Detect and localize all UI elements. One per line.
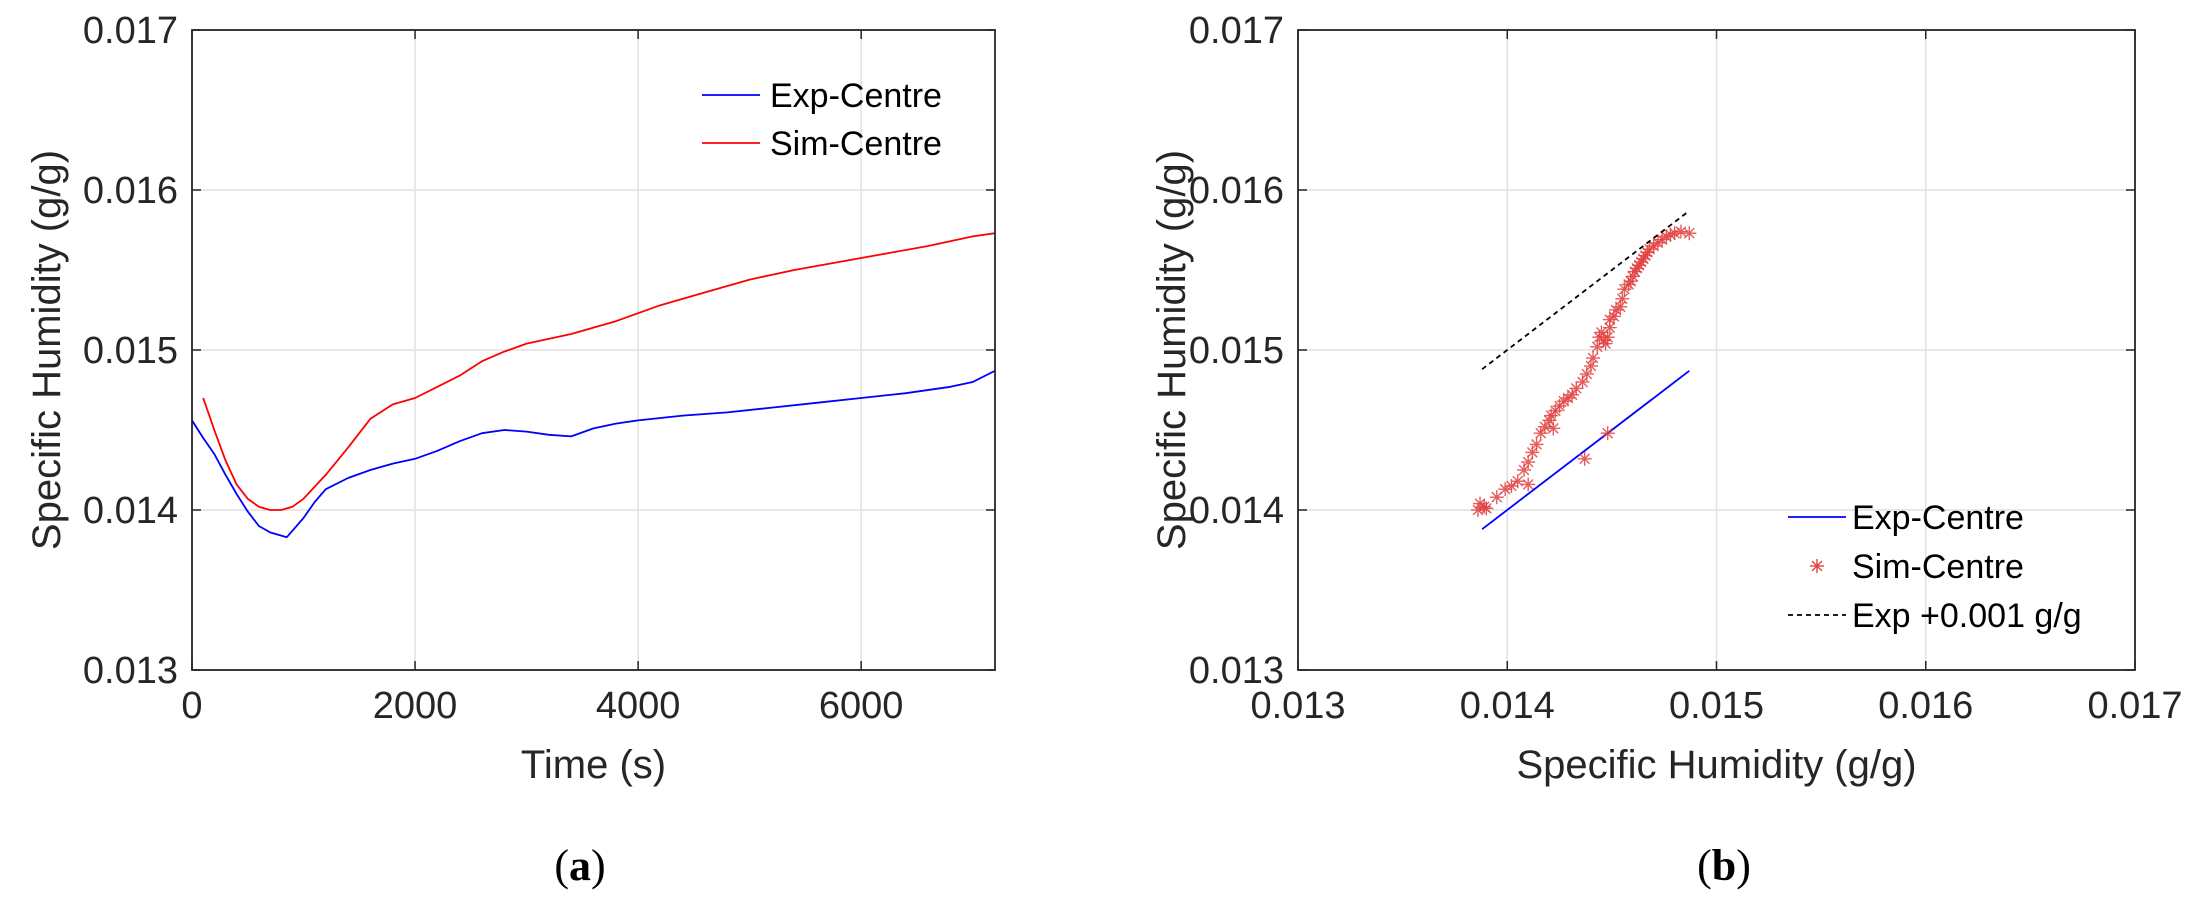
y-tick-label: 0.016	[83, 170, 178, 212]
x-tick-label: 2000	[373, 685, 458, 727]
panel-label-letter: a	[569, 841, 591, 890]
legend: Exp-Centre Sim-Centre Exp +0.001 g/g	[1788, 499, 2082, 635]
chart-a-time-series: 0 2000 4000 6000 0.013 0.014 0.015 0.016 0.017 Ti…	[25, 10, 996, 890]
legend-label: Exp +0.001 g/g	[1852, 597, 2082, 635]
data-point-d2	[1506, 480, 1517, 492]
chart-b-parity-plot: 0.013 0.014 0.015 0.016 0.017 0.013 0.014 0.015…	[1150, 10, 2183, 890]
panel-label: (b)	[1697, 841, 1751, 890]
data-point-d2	[1608, 311, 1620, 322]
data-point	[1682, 226, 1697, 241]
data-point	[1529, 437, 1544, 452]
data-point	[1521, 477, 1536, 492]
panel-label-open-paren: (	[554, 841, 569, 890]
data-point-d2	[1581, 368, 1593, 380]
legend-marker	[1810, 559, 1824, 573]
x-tick-label: 0.015	[1669, 685, 1764, 727]
y-tick-label: 0.017	[83, 10, 178, 52]
data-point	[1615, 291, 1630, 306]
data-point	[1479, 501, 1494, 516]
y-tick-label: 0.016	[1189, 170, 1284, 212]
x-tick-label: 0	[181, 685, 202, 727]
panel-label-open-paren: (	[1697, 841, 1712, 890]
y-axis-label: Specific Humidity (g/g)	[25, 150, 69, 550]
data-point-d2	[1579, 453, 1591, 465]
data-point-d2	[1683, 227, 1695, 239]
x-tick-label: 0.014	[1460, 685, 1555, 727]
data-point-d2	[1614, 301, 1626, 313]
y-tick-label: 0.017	[1189, 10, 1284, 52]
y-tick-label: 0.014	[1189, 490, 1284, 532]
y-tick-label: 0.015	[1189, 330, 1284, 372]
panel-label-letter: b	[1712, 841, 1736, 890]
data-point-d2	[1526, 447, 1538, 458]
data-point-d2	[1602, 331, 1614, 343]
data-point-d2	[1585, 360, 1597, 372]
panel-label: (a)	[554, 841, 605, 890]
series-exp-centre-line	[192, 369, 995, 539]
plot-area	[192, 232, 995, 539]
data-point	[1602, 320, 1617, 335]
data-point-d2	[1566, 389, 1578, 401]
data-point-d2	[1587, 352, 1599, 364]
legend-label: Sim-Centre	[1852, 548, 2024, 586]
x-axis-label: Time (s)	[521, 743, 666, 787]
x-tick-label: 0.013	[1250, 685, 1345, 727]
data-point-d2	[1577, 376, 1588, 388]
legend-label: Exp-Centre	[1852, 499, 2024, 537]
y-tick-label: 0.015	[83, 330, 178, 372]
data-point	[1546, 421, 1561, 436]
data-point	[1613, 299, 1628, 314]
data-point-d2	[1531, 439, 1542, 450]
data-point-d2	[1602, 427, 1614, 439]
data-point	[1521, 455, 1536, 469]
data-point	[1600, 330, 1615, 345]
series-exp-centre-line	[1481, 370, 1690, 530]
legend-label: Exp-Centre	[770, 77, 942, 115]
data-point-d2	[1675, 226, 1687, 237]
data-point	[1577, 451, 1592, 466]
plot-area	[1470, 210, 1697, 530]
data-point	[1579, 367, 1594, 381]
y-tick-label: 0.014	[83, 490, 178, 532]
data-point-d2	[1616, 293, 1628, 305]
data-point-d2	[1669, 227, 1681, 239]
data-point	[1600, 426, 1615, 441]
data-point	[1586, 351, 1601, 365]
data-point-d2	[1535, 427, 1547, 439]
legend-label: Sim-Centre	[770, 125, 942, 163]
x-tick-label: 4000	[596, 685, 681, 727]
data-point-d2	[1480, 503, 1492, 514]
panel-label-close-paren: )	[591, 841, 606, 890]
data-point-d2	[1596, 327, 1607, 338]
data-point	[1470, 503, 1485, 517]
series-exp-0-001-g-g-line	[1481, 210, 1690, 370]
data-point	[1583, 359, 1598, 373]
data-point-d2	[1522, 479, 1534, 490]
data-point-d2	[1600, 338, 1611, 349]
x-tick-label: 6000	[819, 685, 904, 727]
x-tick-label: 0.017	[2087, 685, 2182, 727]
data-point	[1673, 224, 1688, 239]
legend: Exp-Centre Sim-Centre	[702, 77, 942, 163]
data-point	[1510, 474, 1525, 489]
data-point	[1525, 445, 1540, 460]
y-tick-label: 0.013	[83, 650, 178, 692]
data-point-d2	[1547, 423, 1559, 434]
data-point-d2	[1518, 464, 1530, 476]
data-point-d2	[1604, 322, 1616, 333]
series-sim-centre-line	[202, 232, 995, 511]
legend-marker-d2	[1811, 560, 1823, 572]
data-point-d2	[1522, 456, 1534, 468]
data-point	[1489, 490, 1504, 505]
x-axis-label: Specific Humidity (g/g)	[1516, 743, 1916, 787]
y-tick-label: 0.013	[1189, 650, 1284, 692]
data-point-d2	[1512, 475, 1524, 487]
data-point	[1516, 463, 1531, 477]
data-point-d2	[1491, 491, 1503, 503]
y-axis-label: Specific Humidity (g/g)	[1150, 150, 1194, 550]
x-tick-label: 0.016	[1878, 685, 1973, 727]
panel-label-close-paren: )	[1736, 841, 1751, 890]
data-point-d2	[1539, 421, 1551, 433]
